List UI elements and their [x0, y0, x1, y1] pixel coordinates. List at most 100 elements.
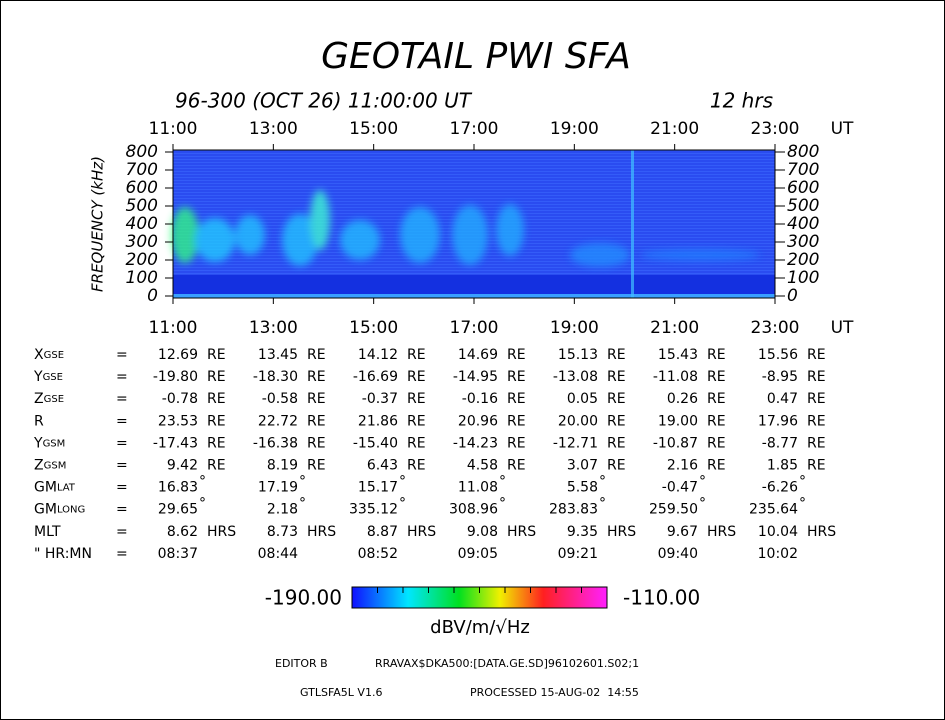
cell-value: -14.95: [453, 369, 498, 385]
cell-value: -11.08: [653, 369, 698, 385]
time-tick-label-bottom: 23:00: [751, 318, 800, 338]
row-label-main: Y: [33, 435, 43, 451]
cell-value: 10.04: [758, 524, 798, 540]
cell-value: 9.35: [567, 524, 598, 540]
cell-unit: RE: [407, 413, 426, 429]
cell-value: 11.08: [458, 480, 498, 496]
cell-value: 12.69: [158, 347, 198, 363]
cell-value: -8.77: [762, 435, 798, 451]
freq-tick-label-left: 700: [126, 160, 158, 180]
cell-value: 17.96: [758, 413, 798, 429]
cell-value: -12.71: [553, 435, 598, 451]
cell-value: 335.12: [349, 502, 398, 518]
cell-unit: RE: [507, 458, 526, 474]
cell-unit: RE: [607, 435, 626, 451]
cell-value: 5.58: [567, 480, 598, 496]
cell-unit: RE: [707, 369, 726, 385]
cell-unit: °: [799, 474, 806, 490]
row-label: R: [34, 413, 44, 429]
cell-unit: °: [499, 496, 506, 512]
cell-unit: RE: [807, 347, 826, 363]
time-tick-label-top: 21:00: [650, 119, 699, 139]
cell-value: 15.56: [758, 347, 798, 363]
cell-value: 14.12: [358, 347, 398, 363]
cell-unit: HRS: [407, 524, 436, 540]
cell-value: 08:37: [158, 546, 198, 562]
cell-unit: HRS: [707, 524, 736, 540]
cell-value: 17.19: [258, 480, 298, 496]
cell-unit: RE: [507, 413, 526, 429]
cell-unit: RE: [707, 435, 726, 451]
colorbar-min: -190.00: [265, 586, 342, 610]
cell-unit: °: [799, 496, 806, 512]
freq-tick-label-right: 600: [787, 178, 819, 198]
cell-value: 22.72: [258, 413, 298, 429]
separator: =: [116, 347, 128, 363]
separator: =: [116, 458, 128, 474]
cell-value: -13.08: [553, 369, 598, 385]
cell-value: -17.43: [153, 435, 198, 451]
cell-value: 0.26: [667, 391, 698, 407]
cell-unit: HRS: [607, 524, 636, 540]
row-label-sub: GSM: [43, 438, 66, 449]
file: RRAVAX$DKA500:[DATA.GE.SD]96102601.S02;1: [375, 657, 639, 670]
cell-value: -0.58: [262, 391, 298, 407]
cell-unit: RE: [207, 458, 226, 474]
time-tick-label-bottom: 17:00: [450, 318, 499, 338]
freq-tick-label-left: 400: [126, 214, 158, 234]
cell-unit: °: [299, 496, 306, 512]
time-tick-label-top: 13:00: [249, 119, 298, 139]
cell-unit: °: [399, 496, 406, 512]
cell-value: 6.43: [367, 458, 398, 474]
row-label-main: Y: [33, 369, 43, 385]
cell-unit: RE: [407, 458, 426, 474]
cell-value: 20.00: [558, 413, 598, 429]
cell-value: 8.87: [367, 524, 398, 540]
freq-tick-label-left: 100: [126, 268, 158, 288]
row-label-sub: LAT: [57, 483, 76, 494]
cell-value: 8.19: [267, 458, 298, 474]
cell-unit: RE: [607, 413, 626, 429]
cell-value: -16.69: [353, 369, 398, 385]
freq-tick-label-left: 600: [126, 178, 158, 198]
row-label: GMLAT: [34, 480, 76, 496]
cell-unit: RE: [707, 413, 726, 429]
time-tick-label-top: 19:00: [550, 119, 599, 139]
program: GTLSFA5L V1.6: [300, 686, 382, 699]
freq-tick-label-right: 100: [787, 268, 819, 288]
time-tick-label-top: 15:00: [349, 119, 398, 139]
cell-unit: RE: [307, 347, 326, 363]
editor: EDITOR B: [275, 657, 328, 670]
cell-unit: RE: [807, 413, 826, 429]
cell-unit: °: [599, 496, 606, 512]
freq-tick-label-left: 500: [126, 196, 158, 216]
cell-unit: RE: [507, 347, 526, 363]
time-tick-label-bottom: 19:00: [550, 318, 599, 338]
cell-unit: °: [299, 474, 306, 490]
cell-unit: RE: [307, 458, 326, 474]
time-tick-label-bottom: 15:00: [349, 318, 398, 338]
cell-unit: HRS: [507, 524, 536, 540]
cell-value: -19.80: [153, 369, 198, 385]
cell-unit: RE: [507, 435, 526, 451]
cell-value: 235.64: [749, 502, 798, 518]
cell-value: 308.96: [449, 502, 498, 518]
freq-tick-label-right: 0: [787, 286, 798, 306]
cell-value: -16.38: [253, 435, 298, 451]
cell-unit: RE: [307, 369, 326, 385]
cell-unit: °: [699, 474, 706, 490]
cell-unit: °: [399, 474, 406, 490]
row-label-sub: GSM: [44, 461, 67, 472]
cell-unit: RE: [407, 347, 426, 363]
cell-value: 259.50: [649, 502, 698, 518]
time-unit-bottom: UT: [831, 318, 854, 338]
colorbar-unit: dBV/m/√Hz: [430, 617, 530, 638]
cell-value: 29.65: [158, 502, 198, 518]
cell-unit: °: [599, 474, 606, 490]
cell-unit: RE: [607, 369, 626, 385]
row-label-main: GM: [34, 480, 57, 496]
cell-unit: RE: [607, 391, 626, 407]
cell-value: -6.26: [762, 480, 798, 496]
cell-unit: RE: [807, 435, 826, 451]
